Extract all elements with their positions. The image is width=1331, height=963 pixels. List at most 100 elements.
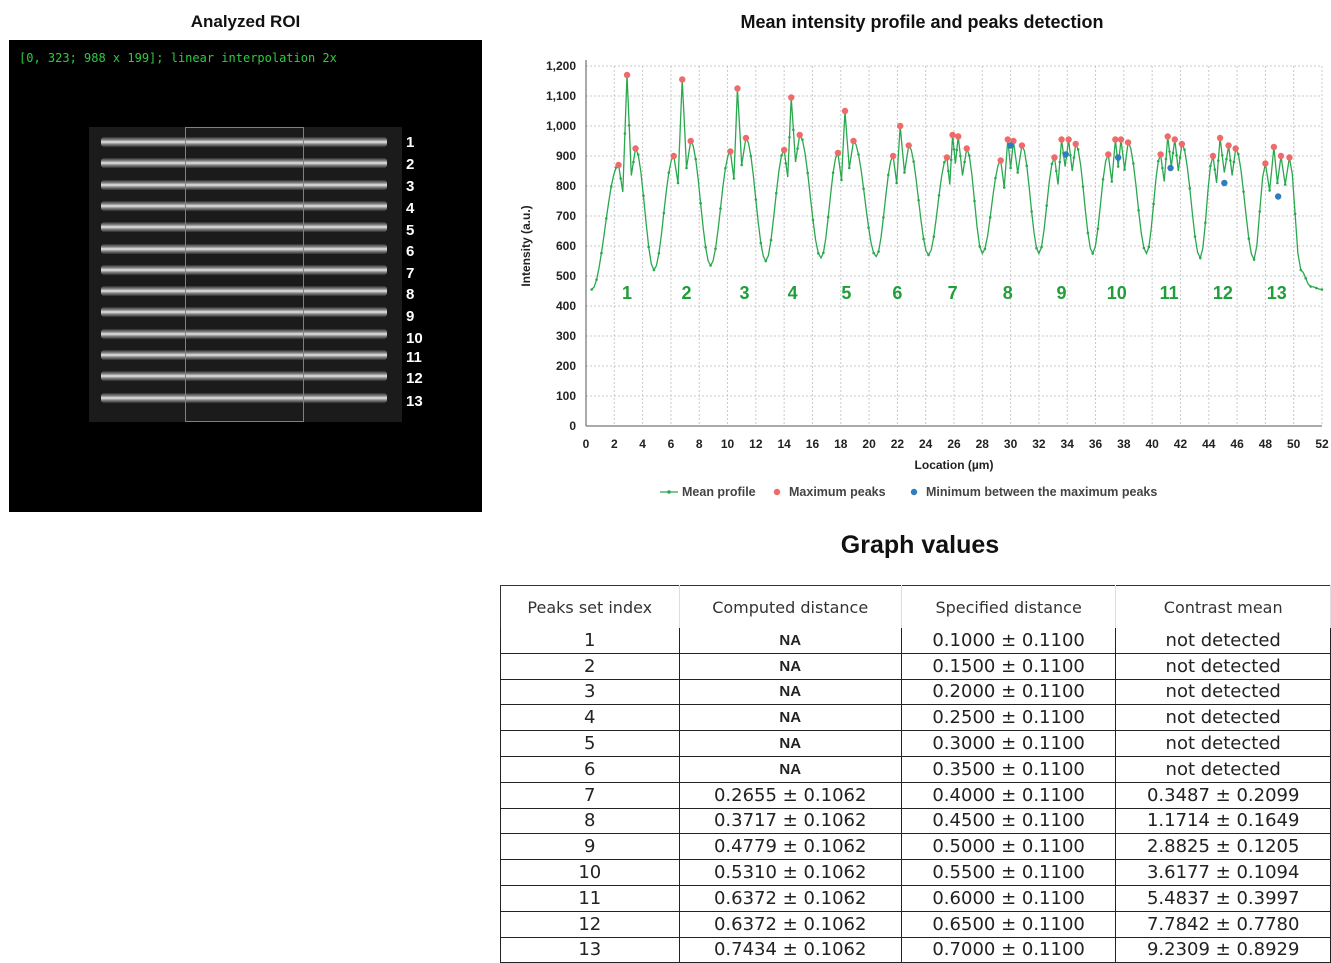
- maximum-peak-marker: [1058, 136, 1065, 143]
- x-tick-label: 6: [668, 437, 675, 451]
- legend-minimum-peaks: Minimum between the maximum peaks: [926, 485, 1157, 499]
- profile-point: [1299, 268, 1303, 272]
- table-cell: 10: [500, 859, 680, 886]
- profile-point: [784, 162, 788, 165]
- y-tick-label: 200: [556, 359, 576, 373]
- column-header[interactable]: Contrast mean: [1115, 585, 1331, 628]
- maximum-peak-marker: [788, 94, 795, 101]
- profile-point: [1229, 159, 1232, 162]
- table-cell: 0.5000 ± 0.1100: [901, 833, 1117, 861]
- table-cell: 2: [500, 653, 680, 680]
- maximum-peak-marker: [1225, 142, 1232, 149]
- table-cell: not detected: [1115, 679, 1331, 706]
- test-stripe: [101, 264, 387, 275]
- profile-point: [955, 148, 959, 152]
- stripe-label: 4: [406, 200, 415, 217]
- profile-point: [657, 252, 661, 255]
- maximum-peak-marker: [963, 145, 970, 152]
- y-tick-label: 1,200: [546, 59, 576, 73]
- x-tick-label: 36: [1089, 437, 1103, 451]
- table-cell: 4: [500, 704, 680, 732]
- maximum-peak-marker: [949, 131, 956, 139]
- profile-point: [796, 147, 799, 150]
- maximum-peak-marker: [1286, 154, 1293, 161]
- peak-group-label: 12: [1213, 283, 1233, 303]
- profile-point: [932, 235, 936, 238]
- profile-point: [792, 128, 795, 132]
- x-tick-label: 16: [806, 437, 820, 451]
- profile-point: [1050, 162, 1054, 166]
- profile-point: [801, 138, 804, 141]
- table-row: 4 NA 0.2500 ± 0.1100 not detected: [500, 704, 1331, 732]
- column-header[interactable]: Peaks set index: [500, 585, 680, 628]
- profile-point: [1076, 148, 1080, 151]
- profile-point: [1232, 160, 1236, 164]
- maximum-peak-marker: [1157, 151, 1164, 158]
- table-cell: 0.1000 ± 0.1100: [901, 628, 1117, 654]
- y-tick-label: 800: [556, 179, 576, 193]
- legend-max-swatch: [773, 488, 781, 496]
- table-cell: 0.3500 ± 0.1100: [901, 756, 1117, 783]
- profile-point: [959, 154, 962, 158]
- stripe-label: 13: [406, 393, 423, 410]
- profile-point: [1217, 159, 1220, 162]
- profile-point: [694, 157, 697, 161]
- profile-point: [632, 160, 635, 164]
- profile-point: [1035, 246, 1038, 250]
- profile-point: [1132, 162, 1135, 165]
- profile-point: [732, 177, 736, 180]
- maximum-peak-marker: [623, 71, 631, 79]
- table-cell: 11: [500, 885, 680, 912]
- peak-group-label: 9: [1057, 283, 1067, 303]
- profile-point: [983, 247, 987, 251]
- test-stripe: [101, 307, 387, 318]
- test-stripe: [101, 137, 387, 147]
- peak-group-label: 10: [1107, 283, 1127, 303]
- table-cell: 1: [500, 628, 680, 654]
- maximum-peak-marker: [1171, 136, 1178, 143]
- maximum-peak-marker: [679, 76, 686, 83]
- x-tick-label: 4: [639, 437, 646, 451]
- profile-point: [1147, 245, 1151, 249]
- profile-point: [1072, 156, 1076, 159]
- x-tick-label: 18: [834, 437, 848, 451]
- table-cell: 0.5310 ± 0.1062: [679, 859, 902, 886]
- table-cell: not detected: [1115, 730, 1331, 757]
- profile-point: [1171, 151, 1175, 155]
- test-stripe: [101, 350, 387, 360]
- y-tick-label: 0: [569, 419, 576, 433]
- peak-group-label: 7: [948, 283, 958, 303]
- x-tick-label: 14: [777, 437, 791, 451]
- column-header[interactable]: Computed distance: [679, 585, 902, 628]
- test-pattern-image: [89, 127, 402, 422]
- table-cell: 0.4000 ± 0.1100: [901, 782, 1117, 809]
- roi-title: Analyzed ROI: [190, 12, 301, 31]
- profile-point: [595, 278, 598, 281]
- table-cell: 7: [500, 782, 680, 809]
- profile-point: [840, 178, 843, 182]
- table-row: 10 0.5310 ± 0.1062 0.5500 ± 0.1100 3.6177 ±…: [500, 859, 1331, 886]
- roi-selection-rectangle[interactable]: [185, 127, 304, 422]
- profile-point: [1030, 210, 1033, 213]
- maximum-peak-marker: [1112, 136, 1119, 143]
- stripe-label: 6: [406, 243, 415, 260]
- profile-point: [1209, 164, 1212, 168]
- profile-point: [1009, 166, 1012, 170]
- table-cell: 0.6372 ± 0.1062: [679, 885, 902, 912]
- profile-point: [1242, 190, 1245, 193]
- profile-point: [623, 132, 627, 135]
- maximum-peak-marker: [841, 107, 849, 115]
- profile-point: [1045, 204, 1049, 207]
- test-stripe: [101, 371, 387, 382]
- y-tick-label: 500: [556, 269, 576, 283]
- maximum-peak-marker: [1216, 134, 1224, 142]
- x-tick-label: 0: [583, 437, 590, 451]
- column-header[interactable]: Specified distance: [901, 585, 1117, 628]
- table-cell: 0.7434 ± 0.1062: [679, 937, 902, 963]
- legend-line-dot: [667, 490, 671, 494]
- profile-point: [1293, 212, 1297, 216]
- profile-point: [1161, 166, 1164, 170]
- profile-point: [847, 166, 851, 170]
- profile-point: [724, 166, 727, 170]
- profile-point: [1247, 237, 1251, 240]
